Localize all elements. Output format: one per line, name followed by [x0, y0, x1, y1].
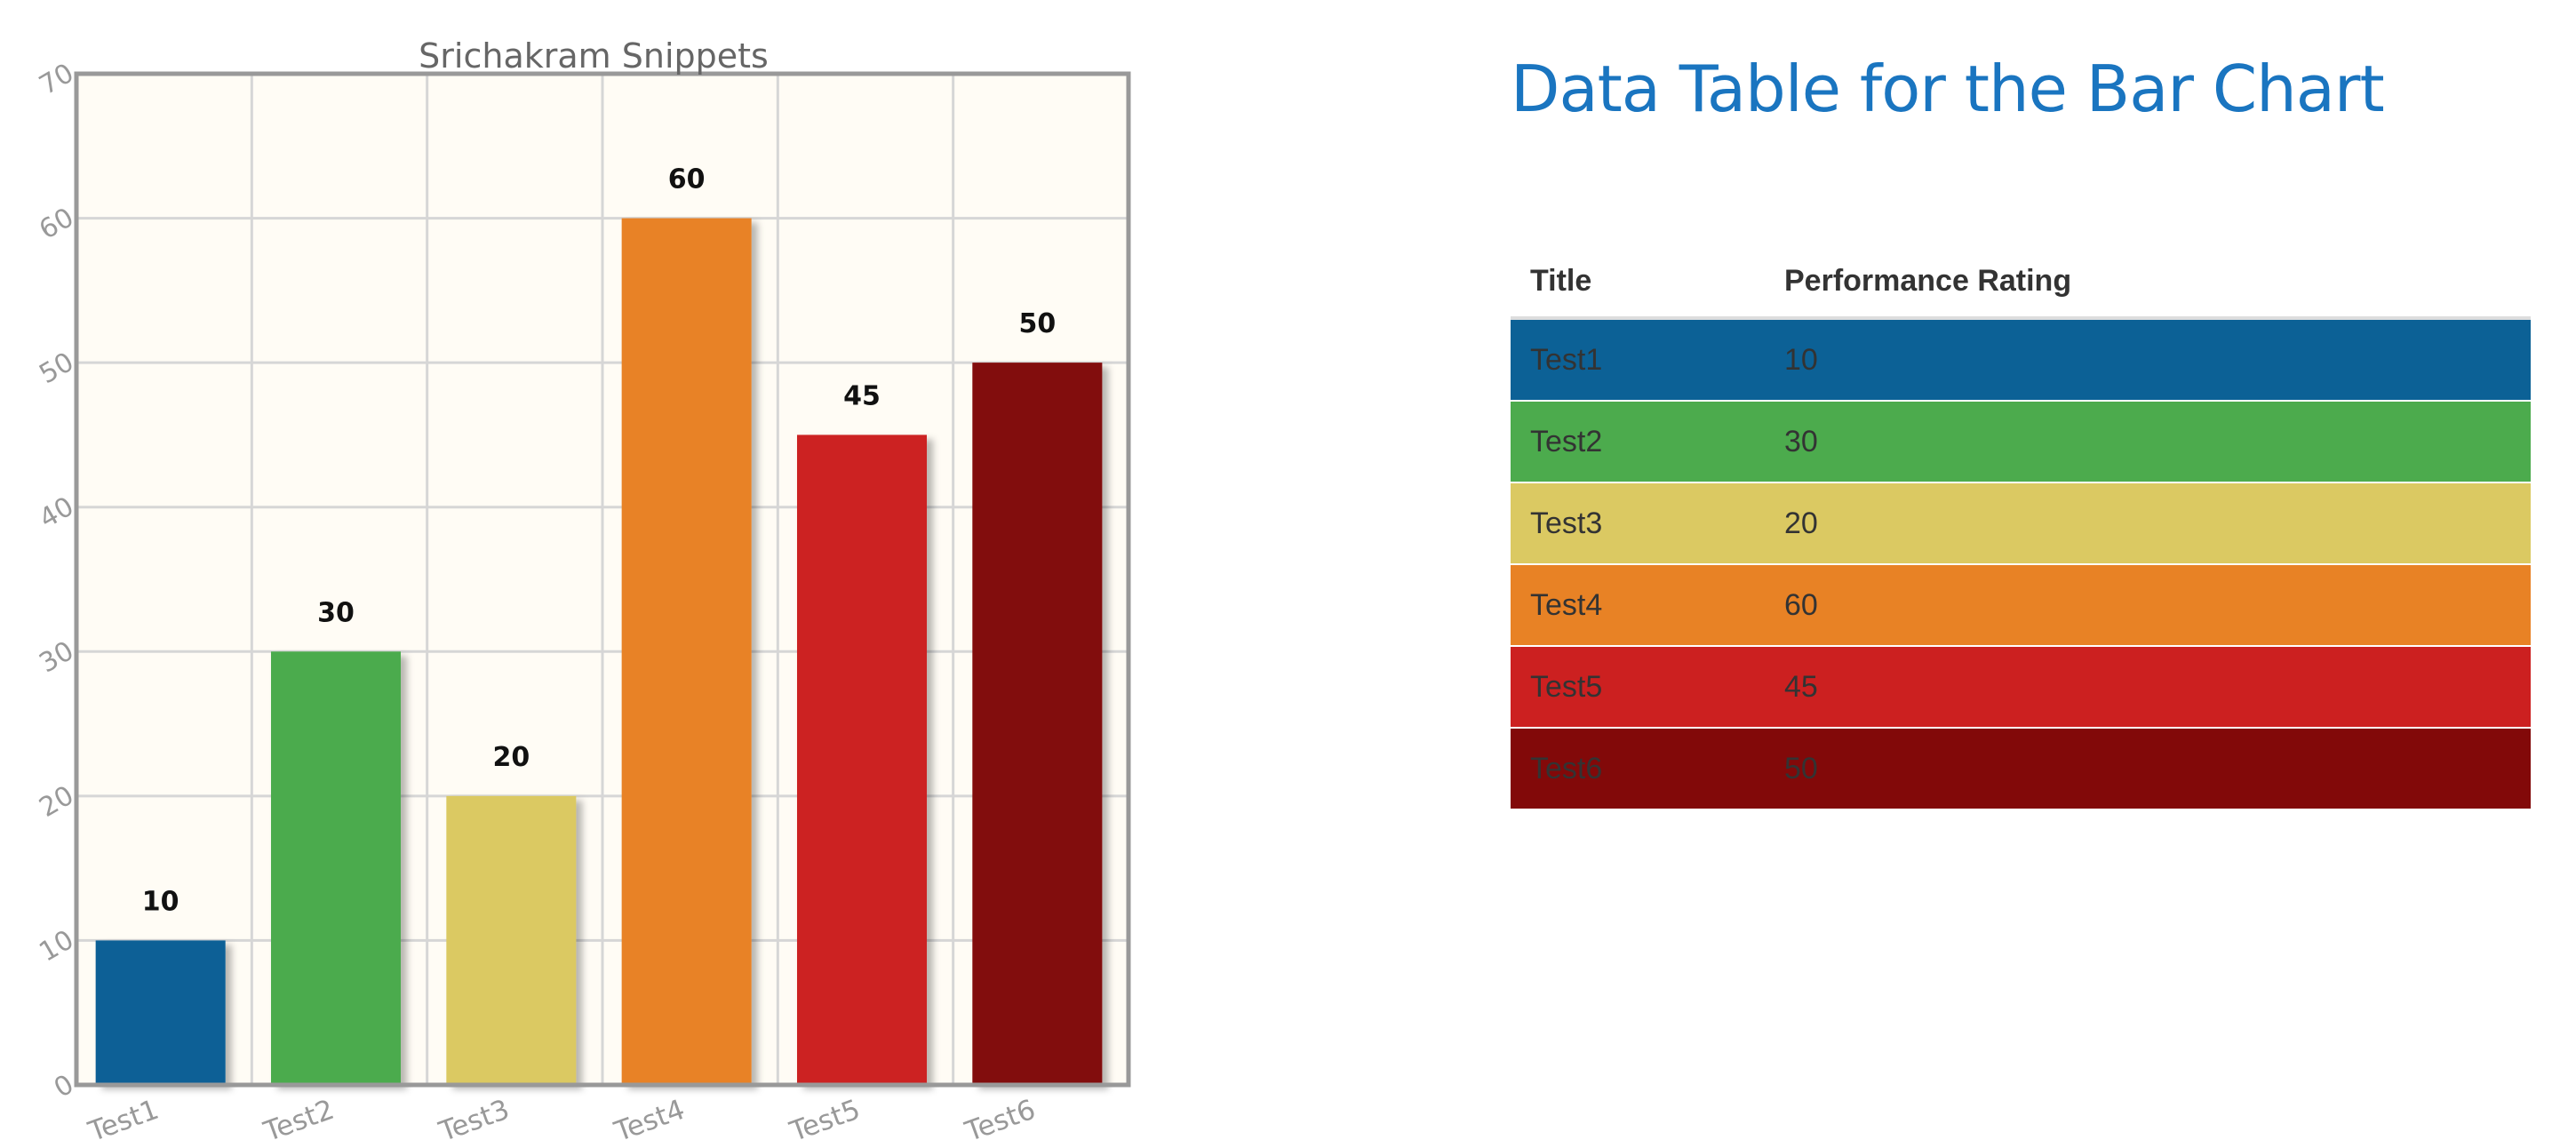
bar-test4 — [621, 218, 752, 1086]
table-row: Test3 20 — [1511, 482, 2531, 564]
chart-title: Srichakram Snippets — [419, 36, 769, 76]
data-label: 20 — [492, 742, 530, 773]
x-tick-label: Test1 — [84, 1094, 163, 1148]
table-heading: Data Table for the Bar Chart — [1511, 52, 2385, 126]
x-tick-label: Test3 — [435, 1094, 514, 1148]
cell-rating: 10 — [1765, 317, 2531, 401]
x-tick-label: Test5 — [786, 1094, 865, 1148]
data-label: 50 — [1018, 308, 1056, 339]
cell-title: Test4 — [1511, 563, 1765, 646]
cell-rating: 20 — [1765, 482, 2531, 564]
y-tick-label: 40 — [34, 491, 79, 535]
data-label: 10 — [142, 886, 179, 917]
column-header-title: Title — [1511, 245, 1765, 320]
y-tick-label: 70 — [34, 58, 79, 101]
table-header-row: Title Performance Rating — [1511, 245, 2531, 320]
table-row: Test6 50 — [1511, 727, 2531, 809]
cell-title: Test3 — [1511, 482, 1765, 564]
y-tick-label: 60 — [34, 202, 79, 245]
x-tick-label: Test6 — [961, 1094, 1040, 1148]
cell-title: Test6 — [1511, 727, 1765, 809]
column-header-rating: Performance Rating — [1765, 245, 2531, 320]
table-body: Test1 10 Test2 30 Test3 20 Test4 60 Test… — [1511, 317, 2531, 809]
cell-title: Test2 — [1511, 400, 1765, 482]
bar-test1 — [95, 940, 226, 1085]
data-label: 45 — [843, 380, 881, 411]
cell-rating: 60 — [1765, 563, 2531, 646]
cell-title: Test5 — [1511, 645, 1765, 728]
data-label: 60 — [668, 164, 706, 195]
cell-rating: 50 — [1765, 727, 2531, 809]
bar-test3 — [446, 795, 577, 1085]
table-row: Test1 10 — [1511, 317, 2531, 401]
table-row: Test5 45 — [1511, 645, 2531, 728]
y-tick-label: 50 — [34, 347, 79, 390]
bars — [95, 218, 1103, 1086]
cell-rating: 45 — [1765, 645, 2531, 728]
x-tick-label: Test4 — [610, 1094, 689, 1148]
data-table: Title Performance Rating Test1 10 Test2 … — [1511, 245, 2531, 809]
y-tick-label: 20 — [34, 780, 79, 824]
cell-rating: 30 — [1765, 400, 2531, 482]
table-row: Test4 60 — [1511, 563, 2531, 646]
y-tick-label: 30 — [34, 635, 79, 679]
x-tick-label: Test2 — [259, 1094, 339, 1148]
bar-test5 — [796, 434, 928, 1085]
data-label: 30 — [317, 597, 355, 628]
table-header: Title Performance Rating — [1511, 245, 2531, 320]
plot-frame — [74, 71, 1131, 1088]
bar-test2 — [270, 651, 402, 1085]
x-axis-ticks: Test1 Test2 Test3 Test4 Test5 Test6 — [84, 1094, 1040, 1148]
cell-title: Test1 — [1511, 317, 1765, 401]
bar-test6 — [972, 363, 1103, 1086]
table-row: Test2 30 — [1511, 400, 2531, 482]
y-tick-label: 10 — [34, 924, 79, 968]
data-labels: 10 30 20 60 45 50 — [142, 164, 1056, 918]
